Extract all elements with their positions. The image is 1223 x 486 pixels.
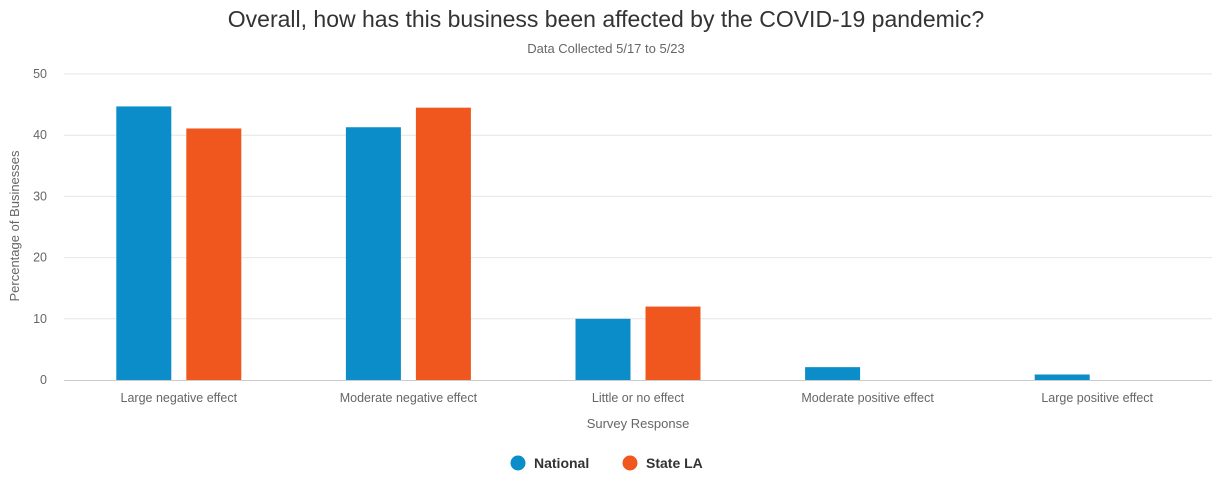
bar-national-0[interactable]	[116, 106, 172, 380]
y-axis-ticks: 0 10 20 30 40 50	[33, 67, 47, 387]
bar-national-3[interactable]	[805, 367, 861, 380]
legend-label-national[interactable]: National	[534, 455, 589, 471]
x-axis-title: Survey Response	[587, 416, 690, 431]
legend-label-state-la[interactable]: State LA	[646, 455, 703, 471]
y-axis-title: Percentage of Businesses	[7, 150, 22, 302]
bar-state-la-1[interactable]	[415, 107, 471, 380]
y-tick-label: 20	[33, 251, 47, 265]
y-tick-label: 30	[33, 189, 47, 203]
bar-state-la-0[interactable]	[186, 128, 242, 380]
x-tick-label: Little or no effect	[592, 391, 685, 405]
y-tick-label: 50	[33, 67, 47, 81]
x-tick-label: Large positive effect	[1041, 391, 1153, 405]
legend: National State LA	[510, 455, 703, 471]
y-tick-label: 40	[33, 128, 47, 142]
bar-state-la-2[interactable]	[645, 306, 701, 380]
bar-national-4[interactable]	[1034, 374, 1090, 380]
legend-marker-state-la[interactable]	[622, 455, 638, 471]
y-tick-label: 0	[40, 373, 47, 387]
chart-subtitle: Data Collected 5/17 to 5/23	[527, 41, 685, 56]
bars	[116, 106, 1090, 380]
x-axis-ticks: Large negative effect Moderate negative e…	[121, 391, 1154, 405]
x-tick-label: Moderate negative effect	[340, 391, 478, 405]
bar-national-2[interactable]	[575, 318, 631, 380]
bar-national-1[interactable]	[345, 127, 401, 380]
x-tick-label: Moderate positive effect	[801, 391, 934, 405]
y-tick-label: 10	[33, 312, 47, 326]
gridlines	[64, 73, 1212, 320]
chart-title: Overall, how has this business been affe…	[228, 6, 984, 32]
legend-marker-national[interactable]	[510, 455, 526, 471]
x-tick-label: Large negative effect	[121, 391, 238, 405]
